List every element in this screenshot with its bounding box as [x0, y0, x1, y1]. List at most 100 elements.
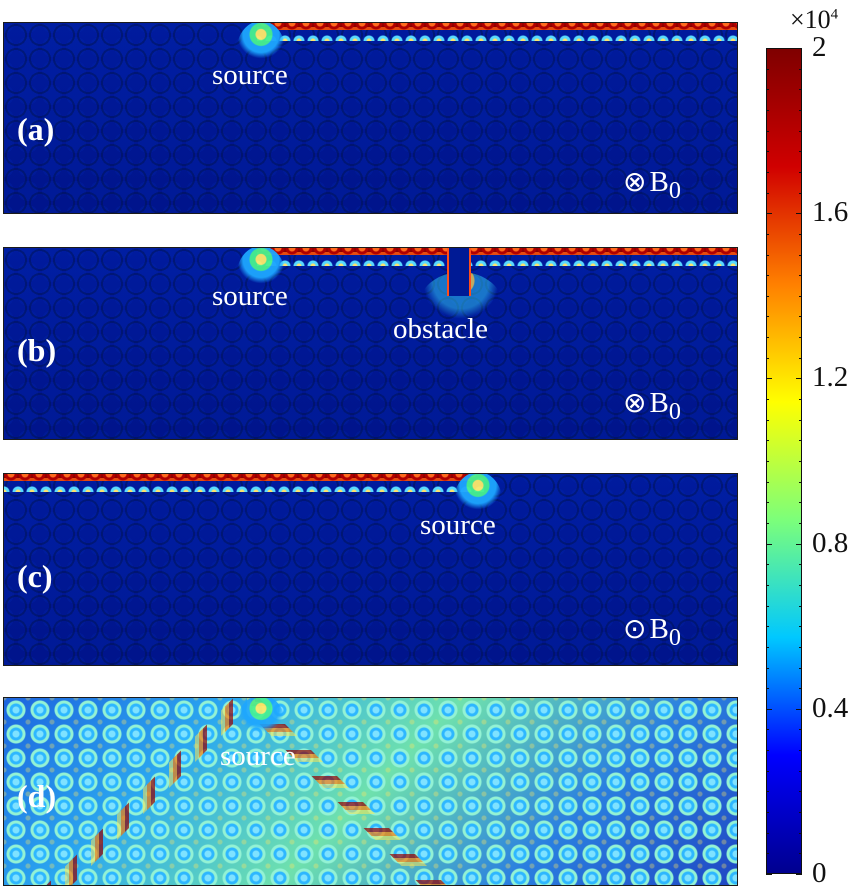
colorbar-minor-tick [799, 357, 802, 359]
colorbar-minor-tick [799, 502, 802, 504]
colorbar-tick-mark [766, 378, 772, 380]
field-label-b: ⊗ B0 [623, 389, 681, 424]
colorbar-minor-tick [799, 399, 802, 401]
colorbar-exponent-prefix: ×10 [790, 5, 831, 34]
colorbar-minor-tick [799, 130, 802, 132]
top-edge-wave-a [257, 23, 737, 41]
colorbar-minor-tick [766, 646, 769, 648]
colorbar-minor-tick [766, 770, 769, 772]
colorbar-minor-tick [799, 171, 802, 173]
colorbar-tick-mark [796, 708, 802, 710]
colorbar-minor-tick [766, 171, 769, 173]
colorbar-tick-mark [766, 213, 772, 215]
out-of-page-icon: ⊙ [623, 612, 647, 645]
colorbar-minor-tick [766, 130, 769, 132]
colorbar-minor-tick [799, 233, 802, 235]
colorbar-minor-tick [799, 275, 802, 277]
colorbar-tick-mark [796, 543, 802, 545]
colorbar-minor-tick [766, 295, 769, 297]
colorbar-minor-tick [799, 750, 802, 752]
colorbar-minor-tick [766, 357, 769, 359]
colorbar-minor-tick [799, 626, 802, 628]
colorbar-tick-mark [766, 543, 772, 545]
colorbar-tick-label: 0 [812, 857, 827, 889]
colorbar-minor-tick [799, 564, 802, 566]
panel-c-field-map: (c) source ⊙ B0 [3, 473, 738, 666]
colorbar-minor-tick [766, 522, 769, 524]
colorbar-minor-tick [799, 151, 802, 153]
field-label-b-base: B [649, 387, 669, 419]
source-point-c [454, 474, 502, 528]
colorbar-minor-tick [799, 791, 802, 793]
colorbar-tick-label: 1.2 [812, 361, 849, 394]
colorbar-minor-tick [766, 192, 769, 194]
colorbar-minor-tick [766, 89, 769, 91]
colorbar-minor-tick [766, 564, 769, 566]
panel-d-field-map: (d) source [3, 697, 738, 886]
colorbar-minor-tick [766, 729, 769, 731]
colorbar-minor-tick [766, 275, 769, 277]
colorbar-minor-tick [766, 750, 769, 752]
field-label-c-base: B [649, 613, 669, 645]
source-label-c: source [420, 509, 496, 541]
source-point-d [237, 698, 285, 751]
colorbar-minor-tick [799, 295, 802, 297]
colorbar [766, 48, 802, 874]
colorbar-minor-tick [799, 688, 802, 690]
colorbar-minor-tick [799, 770, 802, 772]
field-label-c: ⊙ B0 [623, 615, 681, 650]
colorbar-minor-tick [799, 192, 802, 194]
colorbar-minor-tick [799, 109, 802, 111]
colorbar-minor-tick [799, 667, 802, 669]
colorbar-minor-tick [766, 316, 769, 318]
colorbar-tick-label: 0.4 [812, 691, 849, 724]
colorbar-tick-mark [796, 874, 802, 875]
colorbar-minor-tick [766, 419, 769, 421]
colorbar-minor-tick [799, 481, 802, 483]
colorbar-minor-tick [799, 832, 802, 834]
colorbar-minor-tick [799, 605, 802, 607]
colorbar-minor-tick [766, 68, 769, 70]
colorbar-minor-tick [766, 626, 769, 628]
colorbar-minor-tick [766, 605, 769, 607]
colorbar-minor-tick [766, 399, 769, 401]
panel-label-c: (c) [17, 558, 53, 594]
colorbar-exponent-power: 4 [830, 6, 839, 23]
top-edge-wave-c [4, 474, 484, 492]
colorbar-minor-tick [766, 337, 769, 339]
colorbar-minor-tick [766, 254, 769, 256]
colorbar-tick-mark [766, 874, 772, 875]
panel-label-d: (d) [17, 778, 57, 814]
colorbar-tick-mark [796, 378, 802, 380]
obstacle-block [447, 248, 471, 296]
colorbar-minor-tick [766, 109, 769, 111]
colorbar-minor-tick [799, 440, 802, 442]
into-page-icon: ⊗ [623, 165, 647, 198]
colorbar-tick-label: 2 [812, 31, 827, 63]
panel-a-field-map: (a) source ⊗ B0 [3, 22, 738, 214]
colorbar-minor-tick [799, 419, 802, 421]
into-page-icon: ⊗ [623, 386, 647, 419]
source-label-d: source [220, 740, 296, 772]
source-label-a: source [212, 59, 288, 91]
top-edge-wave-b [257, 248, 737, 266]
colorbar-minor-tick [799, 461, 802, 462]
diagonal-wave-left [34, 698, 259, 885]
colorbar-minor-tick [766, 502, 769, 504]
colorbar-minor-tick [799, 89, 802, 91]
panel-label-a: (a) [17, 111, 55, 147]
source-label-b: source [212, 280, 288, 312]
panel-label-b: (b) [17, 332, 57, 368]
colorbar-minor-tick [766, 853, 769, 855]
colorbar-minor-tick [799, 646, 802, 648]
colorbar-minor-tick [799, 584, 802, 586]
colorbar-minor-tick [766, 481, 769, 483]
field-label-c-subscript: 0 [668, 623, 681, 651]
colorbar-minor-tick [799, 853, 802, 855]
colorbar-minor-tick [766, 151, 769, 153]
colorbar-tick-mark [796, 48, 802, 49]
field-label-a: ⊗ B0 [623, 168, 681, 203]
panel-b-field-map: (b) source obstacle ⊗ B0 [3, 247, 738, 440]
field-label-a-subscript: 0 [668, 176, 681, 204]
colorbar-tick-label: 1.6 [812, 196, 849, 229]
